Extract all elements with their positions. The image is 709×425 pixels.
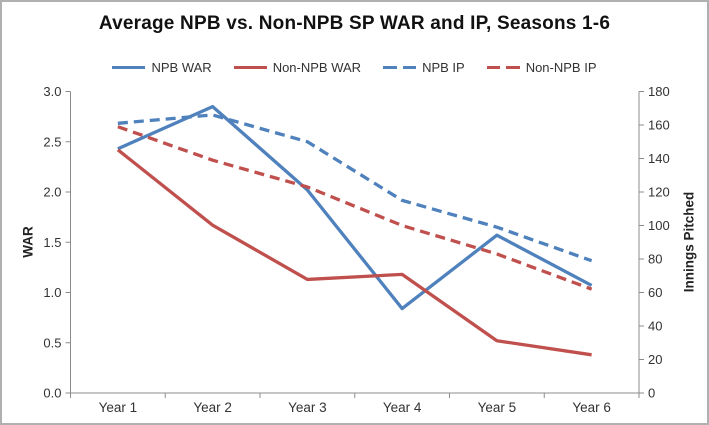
legend-item: Non-NPB WAR bbox=[233, 60, 362, 75]
legend-label: NPB WAR bbox=[151, 60, 212, 75]
right-axis-tick-label: 60 bbox=[648, 285, 662, 300]
legend-item: Non-NPB IP bbox=[486, 60, 597, 75]
left-axis-tick-label: 2.5 bbox=[43, 134, 61, 149]
x-axis-tick-label: Year 1 bbox=[99, 400, 138, 415]
chart-title: Average NPB vs. Non-NPB SP WAR and IP, S… bbox=[98, 13, 611, 34]
x-axis-tick-label: Year 2 bbox=[193, 400, 232, 415]
legend-item: NPB IP bbox=[383, 60, 465, 75]
left-axis-tick-label: 1.0 bbox=[43, 285, 61, 300]
left-axis-tick-label: 3.0 bbox=[43, 84, 61, 99]
right-axis-tick-label: 40 bbox=[648, 319, 662, 334]
left-axis-tick-label: 0.5 bbox=[43, 335, 61, 350]
x-axis-tick-label: Year 4 bbox=[383, 400, 422, 415]
right-axis-tick-label: 160 bbox=[648, 118, 670, 133]
right-axis-tick-label: 20 bbox=[648, 352, 662, 367]
right-axis-tick-label: 80 bbox=[648, 252, 662, 267]
left-axis-tick-label: 2.0 bbox=[43, 185, 61, 200]
legend-label: Non-NPB IP bbox=[525, 60, 597, 75]
right-axis-tick-label: 100 bbox=[648, 218, 670, 233]
right-axis-tick-label: 180 bbox=[648, 84, 670, 99]
chart-legend: NPB WAR Non-NPB WAR NPB IP Non-NPB IP bbox=[2, 60, 707, 75]
left-axis-tick-label: 1.5 bbox=[43, 235, 61, 250]
right-axis-tick-label: 0 bbox=[648, 386, 655, 401]
series-line-non-npb-ip bbox=[117, 125, 593, 291]
right-axis-tick-label: 140 bbox=[648, 151, 670, 166]
solid-line-swatch-icon bbox=[233, 65, 267, 70]
x-axis-tick-label: Year 5 bbox=[478, 400, 517, 415]
series-line-non-npb-war bbox=[116, 148, 592, 357]
x-axis-tick-label: Year 3 bbox=[288, 400, 327, 415]
legend-item: NPB WAR bbox=[112, 60, 212, 75]
legend-label: Non-NPB WAR bbox=[272, 60, 362, 75]
left-axis-tick-label: 0.0 bbox=[43, 386, 61, 401]
right-axis-tick-label: 120 bbox=[648, 185, 670, 200]
dashed-line-swatch-icon bbox=[486, 65, 520, 70]
series-line-npb-ip bbox=[117, 113, 593, 263]
solid-line-swatch-icon bbox=[112, 65, 146, 70]
series-line-npb-war bbox=[117, 104, 593, 311]
x-axis-tick-label: Year 6 bbox=[572, 400, 611, 415]
dashed-line-swatch-icon bbox=[383, 65, 417, 70]
legend-label: NPB IP bbox=[422, 60, 465, 75]
